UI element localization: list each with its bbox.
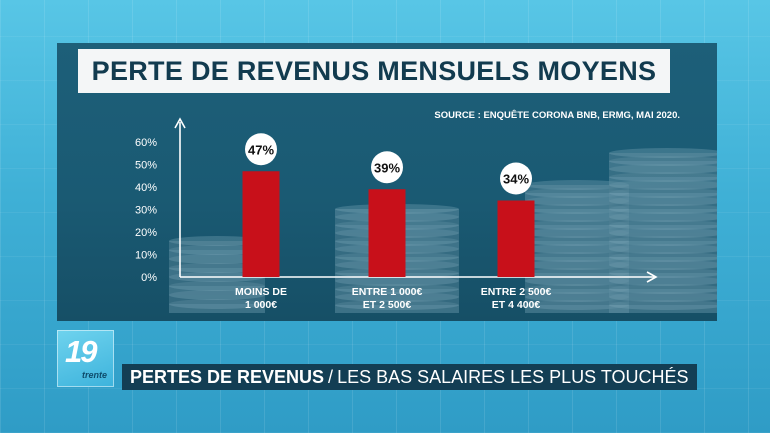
y-tick-label: 30% [135,205,157,217]
coin-edge [169,250,265,259]
y-tick-label: 60% [135,137,157,149]
coin-edge [609,297,717,305]
coin-edge [525,257,629,265]
coin-edge [169,304,265,313]
coin-edge [525,185,629,193]
chart-source: SOURCE : ENQUÊTE CORONA BNB, ERMG, MAI 2… [434,110,680,121]
coin-edge [609,289,717,297]
coin-edge [609,201,717,209]
coin-edge [169,286,265,295]
coin-edge [609,153,717,161]
x-axis-arrow [646,271,658,283]
x-tick-label: 1 000€ [245,299,277,311]
coin-edge [525,281,629,289]
y-tick-label: 50% [135,160,157,172]
x-tick-label: MOINS DE [235,286,287,298]
coin-edge [335,289,459,297]
coin-edge [609,241,717,249]
coin-edge [525,289,629,297]
logo-number: 19 [65,334,98,369]
data-label: 47% [248,142,274,157]
x-tick-label: ENTRE 2 500€ [481,286,552,298]
coin-edge [609,265,717,273]
coin-edge [525,249,629,257]
title-box: PERTE DE REVENUS MENSUELS MOYENS [78,49,670,93]
coin-stack-far-right [609,148,717,313]
coin-edge [525,193,629,201]
coin-edge [525,225,629,233]
value-badge [371,151,403,184]
coin-edge [609,273,717,281]
coin-edge [169,259,265,268]
coin-edge [525,265,629,273]
coin-top [525,180,629,190]
coin-edge [335,281,459,289]
coin-edge [335,297,459,305]
coin-edge [169,268,265,277]
coin-top [169,236,265,246]
coin-edge [609,209,717,217]
coin-edge [525,201,629,209]
coin-edge [609,225,717,233]
coin-edge [609,185,717,193]
ticker-separator: / [328,366,334,387]
coin-edge [169,295,265,304]
ticker-headline: PERTES DE REVENUS [130,366,325,387]
coin-edge [525,217,629,225]
coin-edge [609,217,717,225]
coin-edge [609,193,717,201]
logo-subtitle: trente [82,370,108,380]
x-tick-label: ENTRE 1 000€ [352,286,423,298]
y-axis-arrow [174,117,186,129]
coin-edge [335,305,459,313]
coin-edge [609,305,717,313]
channel-logo: 19 trente [57,330,114,387]
chart-title: PERTE DE REVENUS MENSUELS MOYENS [91,55,657,86]
news-ticker: PERTES DE REVENUS / LES BAS SALAIRES LES… [122,364,697,390]
coin-edge [609,161,717,169]
data-label: 34% [503,172,529,187]
bar [497,200,535,277]
coin-edge [525,233,629,241]
coin-edge [169,277,265,286]
x-tick-label: ET 4 400€ [492,299,541,311]
coin-edge [609,233,717,241]
x-tick-label: ET 2 500€ [363,299,412,311]
coin-edge [609,177,717,185]
coin-edge [525,241,629,249]
y-tick-label: 10% [135,250,157,262]
y-tick-label: 0% [141,272,157,284]
bar [368,189,406,277]
coin-top [609,148,717,158]
coin-edge [609,281,717,289]
coin-edge [609,249,717,257]
coin-edge [169,241,265,250]
coin-edge [609,257,717,265]
value-badge [500,162,532,195]
coin-edge [525,297,629,305]
coin-edge [525,209,629,217]
data-label: 39% [374,160,400,175]
coin-edge [609,169,717,177]
bar [242,171,280,277]
value-badge [245,133,277,166]
y-tick-label: 40% [135,182,157,194]
coin-edge [525,305,629,313]
y-tick-label: 20% [135,227,157,239]
ticker-text: LES BAS SALAIRES LES PLUS TOUCHÉS [337,366,689,387]
